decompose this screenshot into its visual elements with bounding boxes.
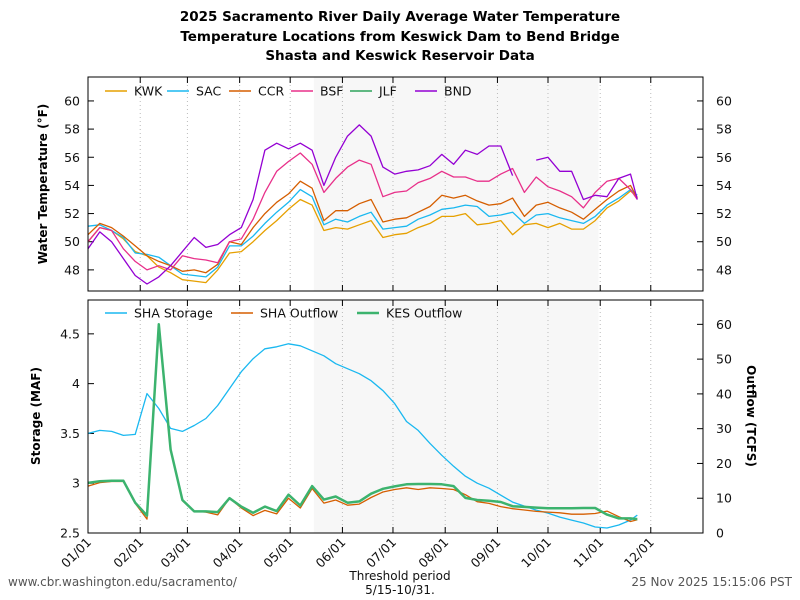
legend-label-jlf: JLF [378,84,397,99]
chart-title-line-2: Temperature Locations from Keswick Dam t… [180,29,619,45]
series-line-bsf [87,152,638,271]
temperature-plot: 48 48 50 50 52 52 54 54 56 56 58 58 60 60 KWK SAC CCR BSF… [64,76,732,292]
legend-label-sha-storage: SHA Storage [134,306,213,321]
y2-tick-label: 20 [716,456,732,471]
y2-tick-label: 50 [716,234,732,249]
legend-label-sha-outflow: SHA Outflow [260,306,338,321]
legend-label-bnd: BND [444,84,472,99]
y2-tick-label: 0 [716,526,724,541]
plot-border [87,299,704,534]
y-tick-label: 58 [64,122,80,137]
storage-axis-label: Storage (MAF) [29,367,43,465]
y-tick-label: 50 [64,234,80,249]
y2-tick-label: 56 [716,150,732,165]
y2-tick-label: 50 [716,352,732,367]
y2-tick-label: 60 [716,93,732,108]
y2-tick-label: 60 [716,317,732,332]
threshold-range: 5/15-10/31. [365,583,435,597]
legend-label-bsf: BSF [320,84,343,99]
y2-tick-label: 40 [716,386,732,401]
y-tick-label: 2.5 [60,526,80,541]
source-url[interactable]: www.cbr.washington.edu/sacramento/ [8,575,238,589]
legend-label-kes-outflow: KES Outflow [386,306,462,321]
chart-title-line-1: 2025 Sacramento River Daily Average Wate… [180,9,620,25]
y-tick-label: 52 [64,206,80,221]
y-tick-label: 4 [72,376,80,391]
chart-title-line-3: Shasta and Keswick Reservoir Data [265,48,534,64]
y-tick-label: 4.5 [60,326,80,341]
y-tick-label: 3 [72,476,80,491]
y2-tick-label: 58 [716,122,732,137]
series-line-kes-outflow [87,323,638,521]
y-tick-label: 56 [64,150,80,165]
y-tick-label: 3.5 [60,426,80,441]
series-line-sac [87,188,638,278]
y2-tick-label: 52 [716,206,732,221]
y-tick-label: 48 [64,262,80,277]
legend-label-kwk: KWK [134,84,163,99]
temperature-axis-label: Water Temperature (°F) [36,104,50,265]
legend-label-sac: SAC [196,84,221,99]
outflow-axis-label: Outflow (TCFS) [744,365,758,467]
plot-border [87,76,704,292]
series-line-kwk [87,190,638,284]
threshold-period-shading [313,77,599,291]
y2-tick-label: 54 [716,178,732,193]
y-tick-label: 60 [64,93,80,108]
timestamp: 25 Nov 2025 15:15:06 PST [631,575,792,589]
series-line-sha-storage [87,343,638,529]
y2-tick-label: 10 [716,491,732,506]
threshold-label: Threshold period [348,569,450,583]
legend-label-ccr: CCR [258,84,284,99]
y-tick-label: 54 [64,178,80,193]
threshold-period-shading [313,300,599,533]
y2-tick-label: 30 [716,421,732,436]
y2-tick-label: 48 [716,262,732,277]
series-line-bnd [87,124,638,285]
series-line-ccr [87,180,638,274]
